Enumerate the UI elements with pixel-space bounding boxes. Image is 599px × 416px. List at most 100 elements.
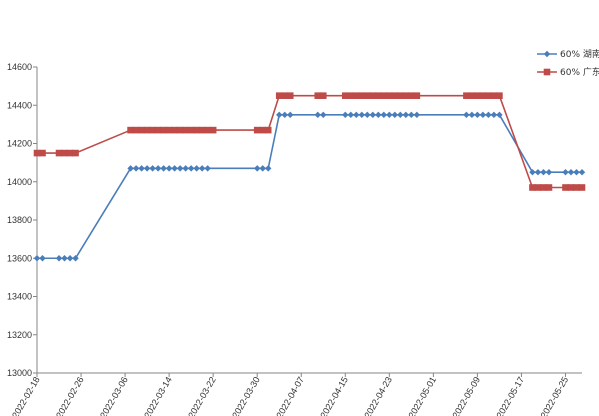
data-point <box>573 184 580 191</box>
data-point <box>369 111 377 119</box>
y-axis-ticks: 13000 13200 13400 13600 13800 14000 14200 14400… <box>7 62 37 378</box>
data-point <box>534 184 542 191</box>
data-point <box>386 92 393 99</box>
data-point <box>154 165 162 172</box>
data-point <box>320 111 327 119</box>
series-line <box>37 114 582 260</box>
legend-label: 60% 湖南 <box>560 48 599 60</box>
y-tick-label: 13000 <box>7 368 32 378</box>
data-point <box>496 111 503 119</box>
data-point <box>286 92 294 99</box>
data-point <box>182 165 189 172</box>
data-point <box>391 92 399 99</box>
data-point <box>259 165 266 172</box>
data-point <box>342 111 349 119</box>
data-point <box>149 126 156 134</box>
x-tick-label: 2022-05-01 <box>406 375 438 416</box>
data-point <box>529 184 536 191</box>
data-point <box>364 92 371 99</box>
data-point <box>402 92 410 99</box>
data-point <box>254 165 261 172</box>
data-point <box>314 111 321 119</box>
data-point <box>176 126 184 134</box>
x-tick-label: 2022-03-14 <box>142 375 174 416</box>
data-point <box>380 111 388 119</box>
data-point <box>264 126 272 134</box>
data-point <box>287 111 294 119</box>
series-1 <box>33 111 586 262</box>
data-point <box>490 111 498 119</box>
data-point <box>204 165 211 172</box>
data-point <box>154 126 162 134</box>
legend-label: 60% 广东 <box>560 66 599 78</box>
x-tick-label: 2022-04-23 <box>362 375 394 416</box>
x-tick-label: 2022-05-17 <box>494 375 526 416</box>
data-point <box>468 92 476 99</box>
x-tick-label: 2022-04-07 <box>274 375 306 416</box>
data-point <box>193 165 200 172</box>
data-point <box>198 126 206 134</box>
data-point <box>347 111 354 119</box>
data-point <box>72 149 79 157</box>
y-tick-label: 14000 <box>7 177 32 187</box>
x-axis-ticks: 2022-02-18 2022-02-26 2022-03-06 2022-03-14… <box>10 373 570 416</box>
data-point <box>55 255 63 262</box>
data-point <box>341 92 349 99</box>
data-point <box>143 165 151 172</box>
data-point <box>187 126 195 134</box>
data-point <box>143 126 151 134</box>
data-point <box>55 149 63 157</box>
data-point <box>72 255 79 262</box>
y-tick-label: 13600 <box>7 253 32 263</box>
data-point <box>386 111 393 119</box>
data-point <box>347 92 355 99</box>
data-point <box>468 111 476 119</box>
data-point <box>397 92 404 99</box>
data-point <box>408 92 415 99</box>
data-point <box>474 111 481 119</box>
y-tick-label: 14400 <box>7 100 32 110</box>
data-point <box>573 168 580 176</box>
data-point <box>127 126 134 134</box>
data-point <box>132 126 140 134</box>
data-point <box>171 126 178 134</box>
x-tick-label: 2022-05-09 <box>450 375 482 416</box>
data-point <box>562 184 569 191</box>
data-point <box>39 149 46 157</box>
data-point <box>413 111 421 119</box>
x-tick-label: 2022-02-26 <box>54 375 86 416</box>
data-point <box>485 111 492 119</box>
x-tick-label: 2022-03-22 <box>186 375 218 416</box>
series-layer <box>33 92 586 262</box>
data-point <box>209 126 217 134</box>
data-point <box>463 92 470 99</box>
data-point <box>138 126 145 134</box>
data-point <box>364 111 371 119</box>
data-point <box>276 111 283 119</box>
data-point <box>149 165 156 172</box>
data-point <box>171 165 178 172</box>
data-point <box>193 126 200 134</box>
x-tick-label: 2022-04-15 <box>318 375 350 416</box>
data-point <box>281 111 288 119</box>
data-point <box>529 168 536 176</box>
data-point <box>413 92 421 99</box>
data-point <box>463 111 470 119</box>
y-tick-label: 13400 <box>7 292 32 302</box>
data-point <box>265 165 272 172</box>
data-point <box>314 92 322 99</box>
data-point <box>160 165 167 172</box>
data-point <box>567 168 575 176</box>
legend-marker <box>543 50 551 58</box>
data-point <box>253 126 261 134</box>
legend: 60% 湖南 60% 广东 <box>537 48 599 78</box>
data-point <box>397 111 404 119</box>
data-point <box>281 92 289 99</box>
data-point <box>352 92 360 99</box>
data-point <box>165 126 173 134</box>
x-tick-label: 2022-02-18 <box>10 375 42 416</box>
data-point <box>61 255 68 262</box>
data-point <box>182 126 189 134</box>
data-point <box>132 165 140 172</box>
